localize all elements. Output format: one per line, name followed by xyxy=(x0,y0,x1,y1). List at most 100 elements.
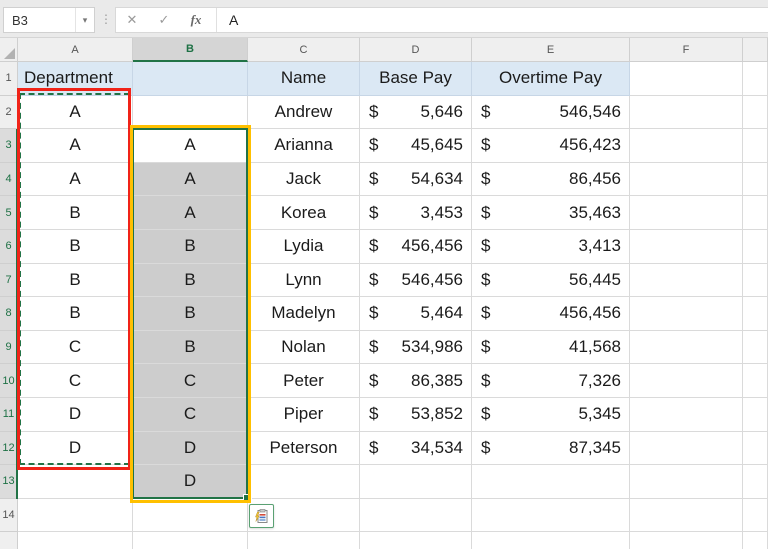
formula-bar-value[interactable]: A xyxy=(229,12,239,28)
cell-F12[interactable] xyxy=(630,431,743,466)
cell-B2[interactable] xyxy=(133,95,248,130)
cell-F8[interactable] xyxy=(630,297,743,331)
cell-C1[interactable]: Name xyxy=(248,62,360,96)
cell-G3[interactable] xyxy=(743,129,768,163)
cell-F2[interactable] xyxy=(630,95,743,130)
cell-G5[interactable] xyxy=(743,196,768,230)
cell-G7[interactable] xyxy=(743,263,768,298)
cell-E5[interactable]: $35,463 xyxy=(472,196,630,230)
cell-E1[interactable]: Overtime Pay xyxy=(472,62,630,96)
cell-F13[interactable] xyxy=(630,465,743,499)
row-header-8[interactable]: 8 xyxy=(0,297,18,331)
cell-G11[interactable] xyxy=(743,398,768,432)
cell-G2[interactable] xyxy=(743,95,768,130)
cell-D14[interactable] xyxy=(360,498,472,533)
row-header-11[interactable]: 11 xyxy=(0,398,18,432)
cell-A15[interactable] xyxy=(18,532,133,549)
cell-D15[interactable] xyxy=(360,532,472,549)
cell-B6[interactable]: B xyxy=(133,230,248,264)
cell-F3[interactable] xyxy=(630,129,743,163)
cell-B10[interactable]: C xyxy=(133,364,248,398)
cell-E13[interactable] xyxy=(472,465,630,499)
row-header-15[interactable] xyxy=(0,532,18,549)
cell-G6[interactable] xyxy=(743,230,768,264)
cell-C11[interactable]: Piper xyxy=(248,398,360,432)
cell-C15[interactable] xyxy=(248,532,360,549)
cell-F14[interactable] xyxy=(630,498,743,533)
cell-B7[interactable]: B xyxy=(133,263,248,298)
row-header-6[interactable]: 6 xyxy=(0,230,18,264)
cancel-icon[interactable]: ✕ xyxy=(126,12,138,27)
cell-D8[interactable]: $5,464 xyxy=(360,297,472,331)
cell-A11[interactable]: D xyxy=(18,398,133,432)
cell-B5[interactable]: A xyxy=(133,196,248,230)
paste-options-button[interactable] xyxy=(249,504,274,528)
cell-E2[interactable]: $546,546 xyxy=(472,95,630,130)
row-header-9[interactable]: 9 xyxy=(0,330,18,365)
cell-C10[interactable]: Peter xyxy=(248,364,360,398)
cell-D4[interactable]: $54,634 xyxy=(360,162,472,197)
cell-E4[interactable]: $86,456 xyxy=(472,162,630,197)
cell-C5[interactable]: Korea xyxy=(248,196,360,230)
cell-A12[interactable]: D xyxy=(18,431,133,466)
row-header-12[interactable]: 12 xyxy=(0,431,18,466)
cell-B14[interactable] xyxy=(133,498,248,533)
cell-G9[interactable] xyxy=(743,330,768,365)
cell-A7[interactable]: B xyxy=(18,263,133,298)
cell-B13[interactable]: D xyxy=(133,465,248,499)
insert-function-icon[interactable]: fx xyxy=(190,12,202,27)
cell-F4[interactable] xyxy=(630,162,743,197)
cell-B9[interactable]: B xyxy=(133,330,248,365)
cell-B11[interactable]: C xyxy=(133,398,248,432)
cell-E11[interactable]: $5,345 xyxy=(472,398,630,432)
cell-A3[interactable]: A xyxy=(18,129,133,163)
cell-D7[interactable]: $546,456 xyxy=(360,263,472,298)
cell-G4[interactable] xyxy=(743,162,768,197)
cell-G14[interactable] xyxy=(743,498,768,533)
cell-D2[interactable]: $5,646 xyxy=(360,95,472,130)
row-header-7[interactable]: 7 xyxy=(0,263,18,298)
cell-F6[interactable] xyxy=(630,230,743,264)
row-header-14[interactable]: 14 xyxy=(0,498,18,533)
row-header-2[interactable]: 2 xyxy=(0,95,18,130)
cell-F10[interactable] xyxy=(630,364,743,398)
cell-D12[interactable]: $34,534 xyxy=(360,431,472,466)
cell-C2[interactable]: Andrew xyxy=(248,95,360,130)
cell-B15[interactable] xyxy=(133,532,248,549)
cell-C3[interactable]: Arianna xyxy=(248,129,360,163)
cell-D1[interactable]: Base Pay xyxy=(360,62,472,96)
name-box-dropdown-icon[interactable]: ▾ xyxy=(75,8,94,32)
cell-C7[interactable]: Lynn xyxy=(248,263,360,298)
cell-C9[interactable]: Nolan xyxy=(248,330,360,365)
cell-E10[interactable]: $7,326 xyxy=(472,364,630,398)
cell-C4[interactable]: Jack xyxy=(248,162,360,197)
column-header-F[interactable]: F xyxy=(630,38,743,62)
cell-E3[interactable]: $456,423 xyxy=(472,129,630,163)
row-header-3[interactable]: 3 xyxy=(0,129,18,163)
cell-F11[interactable] xyxy=(630,398,743,432)
column-header-partial[interactable] xyxy=(743,38,768,62)
cell-D3[interactable]: $45,645 xyxy=(360,129,472,163)
cell-B1[interactable] xyxy=(133,62,248,96)
cell-D9[interactable]: $534,986 xyxy=(360,330,472,365)
row-header-1[interactable]: 1 xyxy=(0,62,18,96)
cell-F7[interactable] xyxy=(630,263,743,298)
cell-A6[interactable]: B xyxy=(18,230,133,264)
cell-A14[interactable] xyxy=(18,498,133,533)
cell-F15[interactable] xyxy=(630,532,743,549)
column-header-C[interactable]: C xyxy=(248,38,360,62)
cell-A2[interactable]: A xyxy=(18,95,133,130)
cell-D13[interactable] xyxy=(360,465,472,499)
cell-E9[interactable]: $41,568 xyxy=(472,330,630,365)
cell-G1[interactable] xyxy=(743,62,768,96)
cell-G12[interactable] xyxy=(743,431,768,466)
name-box[interactable]: B3 ▾ xyxy=(3,7,95,33)
cell-B3[interactable]: A xyxy=(133,129,248,163)
select-all-corner[interactable] xyxy=(0,38,18,62)
enter-icon[interactable]: ✓ xyxy=(158,12,170,27)
column-header-B[interactable]: B xyxy=(133,38,248,62)
cell-A13[interactable] xyxy=(18,465,133,499)
row-header-10[interactable]: 10 xyxy=(0,364,18,398)
row-header-13[interactable]: 13 xyxy=(0,465,18,499)
cell-A8[interactable]: B xyxy=(18,297,133,331)
